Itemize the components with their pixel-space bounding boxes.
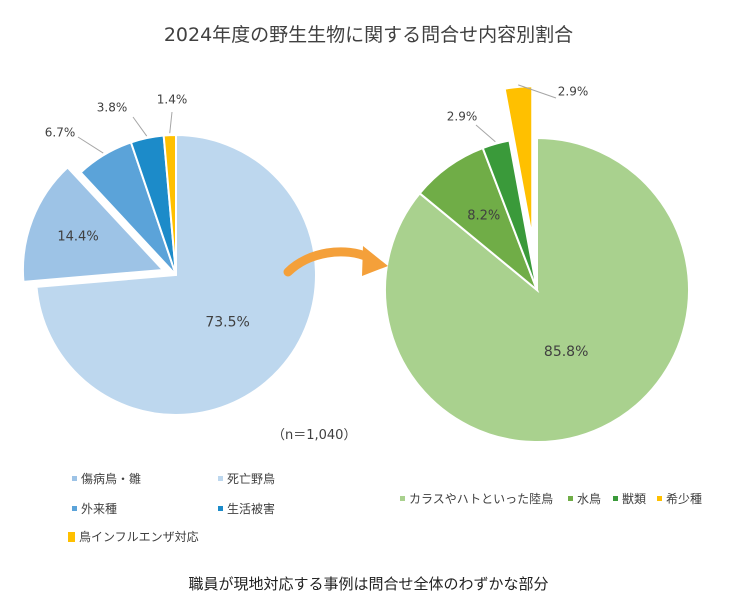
legend-label: 傷病鳥・雛: [81, 472, 142, 486]
legend-item: 死亡野鳥: [218, 470, 275, 487]
legend-item: 希少種: [657, 490, 702, 507]
legend-swatch: [68, 531, 75, 542]
leader-line: [518, 84, 557, 99]
slice-label: 2.9%: [447, 110, 478, 124]
chart-caption: 職員が現地対応する事例は問合せ全体のわずかな部分: [188, 575, 549, 593]
pie-slice: [21, 166, 166, 283]
legend-item: 獣類: [613, 490, 646, 507]
legend-label: カラスやハトといった陸鳥: [409, 492, 554, 506]
legend-item: 外来種: [72, 500, 117, 517]
leader-line: [132, 116, 148, 137]
legend-label: 獣類: [622, 492, 647, 506]
pie-slice: [503, 85, 534, 239]
sample-size-note: （n＝1,040）: [272, 428, 357, 443]
pie-slice: [384, 136, 690, 443]
leader-line: [475, 124, 496, 143]
leader-line: [77, 136, 104, 154]
slice-label: 14.4%: [57, 230, 98, 245]
slice-label: 85.8%: [544, 344, 588, 360]
chart-title: 2024年度の野生生物に関する問合せ内容別割合: [163, 24, 574, 46]
pie-chart-left: 73.5% 14.4% 6.7% 3.8% 1.4%: [21, 93, 317, 416]
legend-label: 外来種: [81, 502, 118, 516]
legend-label: 希少種: [666, 492, 703, 506]
pie-slice: [481, 139, 538, 291]
legend-label: 水鳥: [577, 492, 602, 506]
legend-item: 生活被害: [218, 500, 275, 517]
legend-swatch: [657, 496, 662, 501]
slice-label: 8.2%: [467, 208, 500, 223]
slice-label: 73.5%: [205, 314, 249, 330]
legend-label: 生活被害: [227, 502, 276, 516]
legend-swatch: [218, 506, 223, 511]
leader-line: [169, 111, 173, 134]
legend-item: 水鳥: [568, 490, 601, 507]
transition-arrow: [283, 246, 388, 277]
slice-label: 6.7%: [45, 126, 76, 140]
legend-swatch: [72, 476, 77, 481]
legend-swatch: [568, 496, 573, 501]
legend-swatch: [613, 496, 618, 501]
legend-swatch: [400, 496, 405, 501]
legend-item: カラスやハトといった陸鳥: [400, 490, 553, 507]
slice-label: 3.8%: [97, 101, 128, 115]
legend-label: 鳥インフルエンザ対応: [79, 530, 199, 544]
pie-slice: [162, 133, 177, 276]
slice-label: 1.4%: [157, 93, 188, 107]
slice-label: 2.9%: [558, 85, 589, 99]
legend-item: 鳥インフルエンザ対応: [68, 528, 199, 545]
legend-swatch: [72, 506, 77, 511]
legend-item: 傷病鳥・雛: [72, 470, 141, 487]
legend-label: 死亡野鳥: [227, 472, 276, 486]
legend-swatch: [218, 476, 223, 481]
pie-chart-right: 85.8% 8.2% 2.9% 2.9%: [384, 84, 690, 443]
